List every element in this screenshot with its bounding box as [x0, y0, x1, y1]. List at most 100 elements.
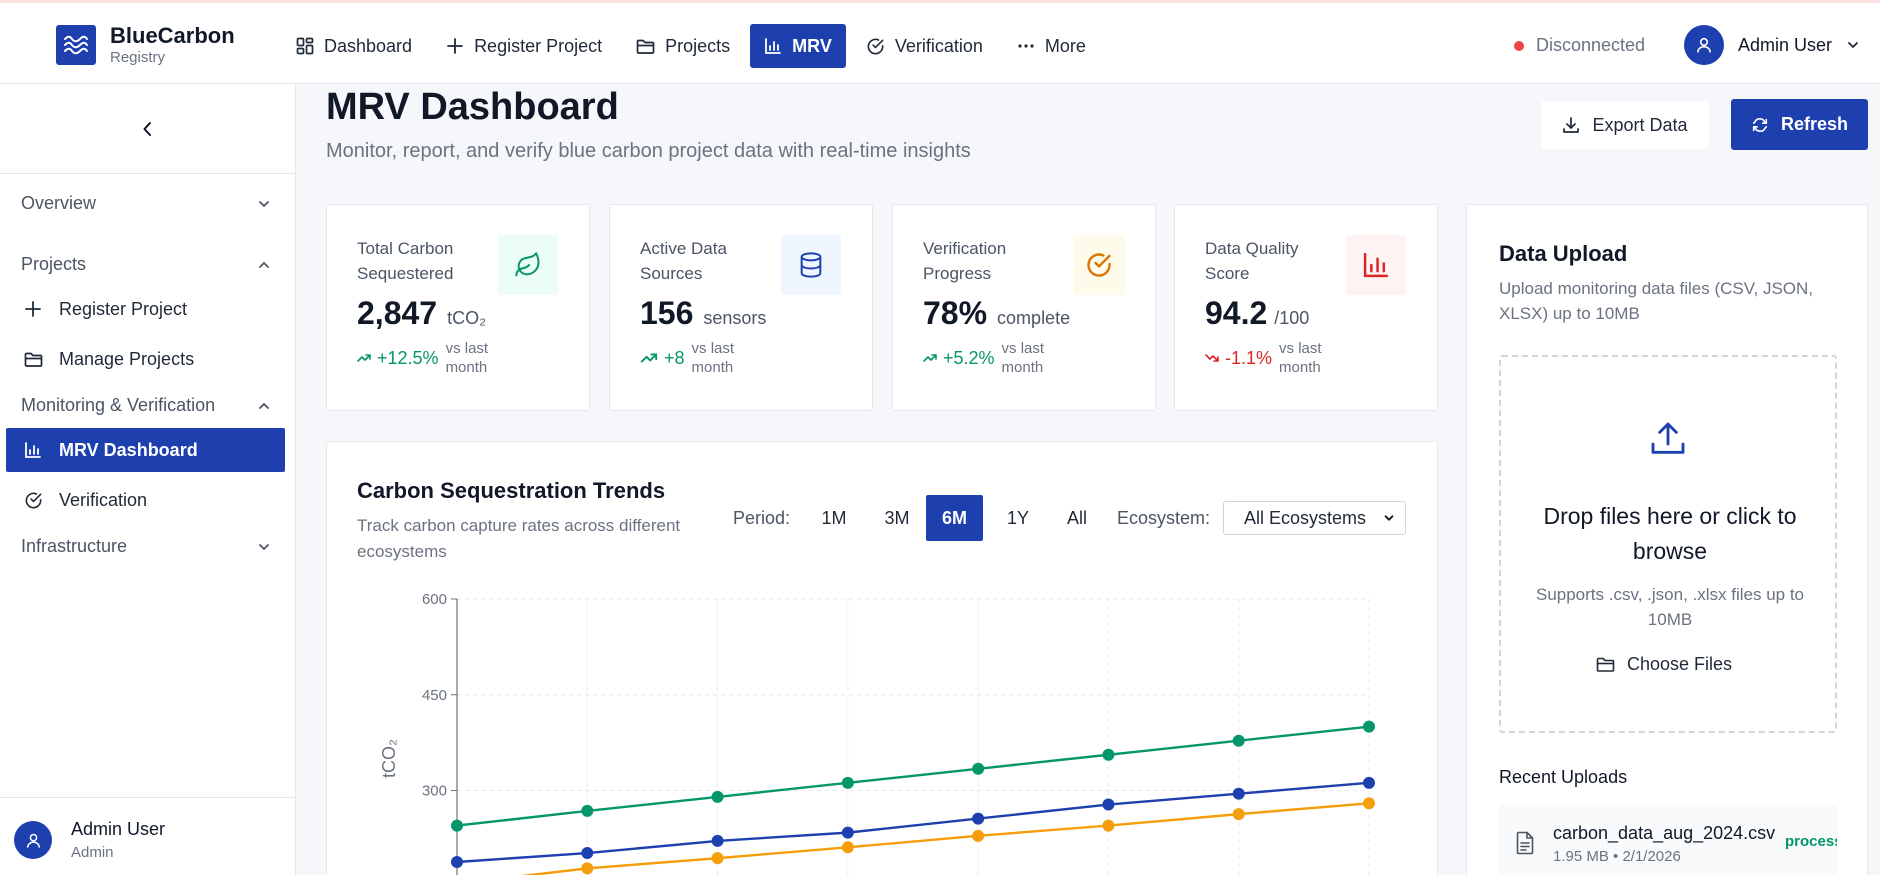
data-point	[1363, 776, 1375, 789]
sidebar-user[interactable]: Admin User Admin	[0, 797, 295, 875]
choose-files-button[interactable]: Choose Files	[1596, 654, 1732, 675]
bar-chart-icon	[764, 37, 782, 55]
file-meta: 1.95 MB • 2/1/2026	[1553, 848, 1681, 865]
stat-card-verification: Verification Progress 78% complete +5.2% …	[892, 204, 1156, 411]
check-circle-icon	[22, 491, 44, 510]
period-label: Period:	[733, 508, 791, 528]
page-title: MRV Dashboard	[326, 86, 619, 128]
bar-chart-icon	[1346, 235, 1406, 295]
brand[interactable]: BlueCarbon Registry	[56, 25, 235, 65]
stat-unit: tCO₂	[447, 308, 487, 328]
data-point	[581, 804, 594, 817]
nav-label: MRV	[792, 35, 832, 56]
period-1m-button[interactable]: 1M	[821, 507, 847, 528]
export-data-button[interactable]: Export Data	[1541, 101, 1709, 149]
period-1y-button[interactable]: 1Y	[1006, 507, 1030, 528]
stat-unit: complete	[997, 308, 1071, 328]
choose-files-label: Choose Files	[1627, 654, 1733, 674]
stat-value: 78%	[923, 295, 988, 331]
main-nav: Dashboard Register Project Projects MRV …	[282, 24, 1106, 68]
download-icon	[1562, 116, 1580, 134]
upload-icon	[1648, 419, 1688, 459]
sidebar-item-label: Verification	[59, 489, 148, 510]
stat-value: 2,847	[357, 295, 438, 331]
brand-name: BlueCarbon	[110, 23, 235, 48]
stat-unit: /100	[1274, 308, 1310, 328]
period-all-button[interactable]: All	[1066, 507, 1087, 528]
plus-icon	[446, 37, 464, 55]
sidebar-item-manage-projects[interactable]: Manage Projects	[6, 337, 285, 381]
upload-list-item[interactable]: carbon_data_aug_2024.csv 1.95 MB • 2/1/2…	[1499, 805, 1837, 875]
data-point	[581, 847, 594, 860]
top-navbar: BlueCarbon Registry Dashboard Register P…	[0, 0, 1880, 84]
stat-compare: vs last month	[1001, 340, 1045, 376]
chevron-up-icon	[257, 399, 271, 413]
user-menu[interactable]: Admin User	[1684, 25, 1860, 65]
nav-verification[interactable]: Verification	[852, 24, 997, 68]
data-point	[841, 841, 854, 854]
sidebar-section-overview[interactable]: Overview	[21, 193, 271, 214]
data-point	[972, 829, 985, 842]
stat-card-carbon: Total Carbon Sequestered 2,847 tCO₂ +12.5…	[326, 204, 590, 411]
data-point	[451, 855, 463, 868]
ecosystem-selected: All Ecosystems	[1244, 507, 1367, 528]
stat-card-data-sources: Active Data Sources 156 sensors +8 vs las…	[609, 204, 873, 411]
nav-label: More	[1044, 35, 1086, 56]
sidebar-item-register-project[interactable]: Register Project	[6, 287, 285, 331]
nav-more[interactable]: More	[1003, 24, 1100, 68]
file-dropzone[interactable]: Drop files here or click to browse Suppo…	[1499, 355, 1837, 733]
dropzone-subtitle: Supports .csv, .json, .xlsx files up to …	[1535, 585, 1804, 629]
upload-subtitle: Upload monitoring data files (CSV, JSON,…	[1499, 279, 1814, 323]
stat-unit: sensors	[703, 308, 767, 328]
y-tick-label: 450	[422, 687, 447, 704]
ecosystem-select[interactable]: All Ecosystems	[1223, 501, 1406, 535]
data-point	[711, 790, 724, 803]
stat-change: +12.5%	[377, 347, 439, 368]
sidebar-item-mrv-dashboard[interactable]: MRV Dashboard	[6, 428, 285, 472]
period-6m-button[interactable]: 6M	[926, 495, 983, 541]
sidebar: Overview Projects Register Project Manag…	[0, 84, 296, 875]
data-point	[972, 812, 985, 825]
check-circle-icon	[866, 37, 885, 56]
sidebar-item-verification[interactable]: Verification	[6, 478, 285, 522]
stat-label: Verification Progress	[923, 239, 1007, 283]
folder-icon	[636, 38, 655, 55]
chevron-up-icon	[257, 258, 271, 272]
dashboard-grid-icon	[296, 37, 314, 55]
data-point	[711, 852, 724, 865]
chart-title: Carbon Sequestration Trends	[357, 478, 666, 503]
page-subtitle: Monitor, report, and verify blue carbon …	[326, 140, 971, 162]
bar-chart-icon	[22, 441, 44, 459]
data-point	[972, 762, 985, 775]
data-point	[841, 776, 854, 789]
data-point	[1102, 819, 1115, 832]
sidebar-section-infrastructure[interactable]: Infrastructure	[21, 536, 271, 557]
stat-change: +8	[664, 347, 685, 368]
trend-up-icon	[357, 353, 371, 363]
user-name: Admin User	[1738, 34, 1833, 55]
sidebar-item-label: Register Project	[59, 298, 188, 319]
sidebar-section-projects[interactable]: Projects	[21, 254, 271, 275]
series-line	[520, 802, 1370, 875]
section-label: Projects	[21, 254, 87, 274]
section-label: Infrastructure	[21, 536, 128, 556]
chevron-down-icon	[257, 197, 271, 211]
refresh-button[interactable]: Refresh	[1731, 99, 1868, 150]
data-point	[1363, 720, 1375, 733]
trend-up-icon	[923, 353, 937, 363]
period-3m-button[interactable]: 3M	[884, 507, 910, 528]
sidebar-section-monitoring[interactable]: Monitoring & Verification	[21, 395, 271, 416]
nav-projects[interactable]: Projects	[622, 24, 744, 68]
nav-dashboard[interactable]: Dashboard	[282, 24, 426, 68]
recent-uploads-title: Recent Uploads	[1499, 767, 1628, 787]
more-dots-icon	[1017, 37, 1035, 55]
section-label: Monitoring & Verification	[21, 395, 216, 415]
upload-title: Data Upload	[1499, 241, 1628, 266]
carbon-trends-card: 150300450600tCO₂ Carbon Sequestration Tr…	[326, 441, 1438, 875]
nav-register-project[interactable]: Register Project	[432, 24, 616, 68]
leaf-icon	[498, 235, 558, 295]
nav-mrv[interactable]: MRV	[750, 24, 846, 68]
nav-label: Dashboard	[324, 35, 413, 56]
sidebar-collapse-button[interactable]	[0, 84, 295, 174]
data-point	[451, 819, 463, 832]
